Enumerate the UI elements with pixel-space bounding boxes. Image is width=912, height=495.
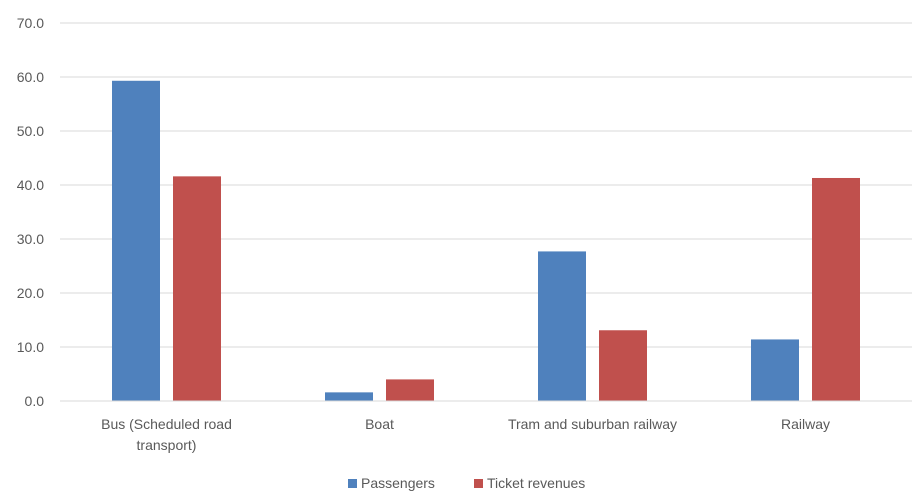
y-tick-label: 70.0 xyxy=(17,15,44,31)
category-label: Bus (Scheduled road xyxy=(101,416,232,432)
y-tick-label: 0.0 xyxy=(25,393,45,409)
bar-ticket-revenues xyxy=(599,330,647,401)
legend: Passengers Ticket revenues xyxy=(348,475,585,491)
bar-ticket-revenues xyxy=(173,176,221,401)
y-tick-label: 50.0 xyxy=(17,123,44,139)
y-tick-label: 10.0 xyxy=(17,339,44,355)
bar-passengers xyxy=(112,80,160,401)
y-tick-label: 40.0 xyxy=(17,177,44,193)
category-label: Tram and suburban railway xyxy=(508,416,677,432)
y-tick-label: 30.0 xyxy=(17,231,44,247)
bar-ticket-revenues xyxy=(812,177,860,401)
category-labels: Bus (Scheduled road transport) Boat Tram an… xyxy=(101,416,830,453)
legend-swatch xyxy=(348,479,357,488)
y-tick-label: 20.0 xyxy=(17,285,44,301)
category-label: Railway xyxy=(781,416,830,432)
bars xyxy=(112,80,860,401)
legend-swatch xyxy=(474,479,483,488)
legend-label: Passengers xyxy=(361,475,435,491)
legend-label: Ticket revenues xyxy=(487,475,585,491)
bar-passengers xyxy=(751,339,799,401)
category-label: Boat xyxy=(365,416,394,432)
y-axis-ticks: 0.0 10.0 20.0 30.0 40.0 50.0 60.0 70.0 xyxy=(17,15,44,409)
bar-passengers xyxy=(325,392,373,401)
category-label: transport) xyxy=(137,437,197,453)
y-tick-label: 60.0 xyxy=(17,69,44,85)
bar-ticket-revenues xyxy=(386,379,434,401)
bar-passengers xyxy=(538,251,586,401)
